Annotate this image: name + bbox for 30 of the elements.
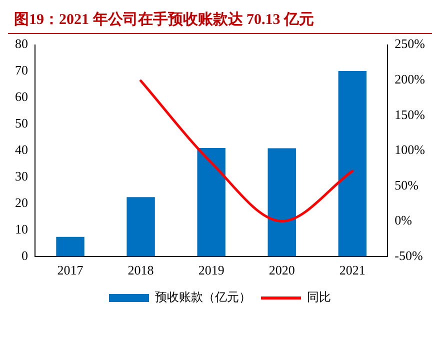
- bar: [197, 148, 226, 256]
- x-tick-label: 2020: [268, 262, 295, 278]
- bar: [268, 148, 296, 256]
- legend-label: 同比: [307, 290, 331, 304]
- y-tick-label: 40: [15, 142, 28, 158]
- y-tick-label: 20: [15, 194, 28, 210]
- y-tick-label: 10: [15, 221, 28, 236]
- bar: [126, 197, 155, 256]
- bar: [56, 236, 84, 256]
- y2-tick-label: -50%: [394, 248, 423, 263]
- y2-tick-label: 50%: [394, 177, 419, 192]
- y2-tick-label: 150%: [394, 106, 426, 122]
- x-tick-label: 2017: [57, 262, 84, 278]
- y-tick-label: 50: [15, 116, 28, 131]
- y-tick-label: 0: [22, 248, 28, 263]
- y2-tick-label: 200%: [394, 71, 426, 86]
- y2-tick-label: 250%: [394, 36, 426, 52]
- x-tick-label: 2019: [198, 262, 224, 278]
- x-tick-label: 2021: [339, 262, 366, 278]
- legend-label: 预收账款（亿元）: [155, 290, 251, 304]
- y-tick-label: 30: [15, 168, 28, 184]
- y-tick-label: 70: [15, 62, 28, 78]
- line-series: [140, 80, 354, 222]
- x-tick-label: 2018: [128, 262, 154, 278]
- y2-tick-label: 100%: [394, 142, 426, 158]
- y2-tick-label: 0%: [394, 212, 412, 228]
- y-tick-label: 60: [15, 89, 28, 104]
- y-tick-label: 80: [15, 36, 28, 52]
- bar: [338, 70, 367, 256]
- chart-title: 图19：2021 年公司在手预收账款达 70.13 亿元: [8, 8, 432, 34]
